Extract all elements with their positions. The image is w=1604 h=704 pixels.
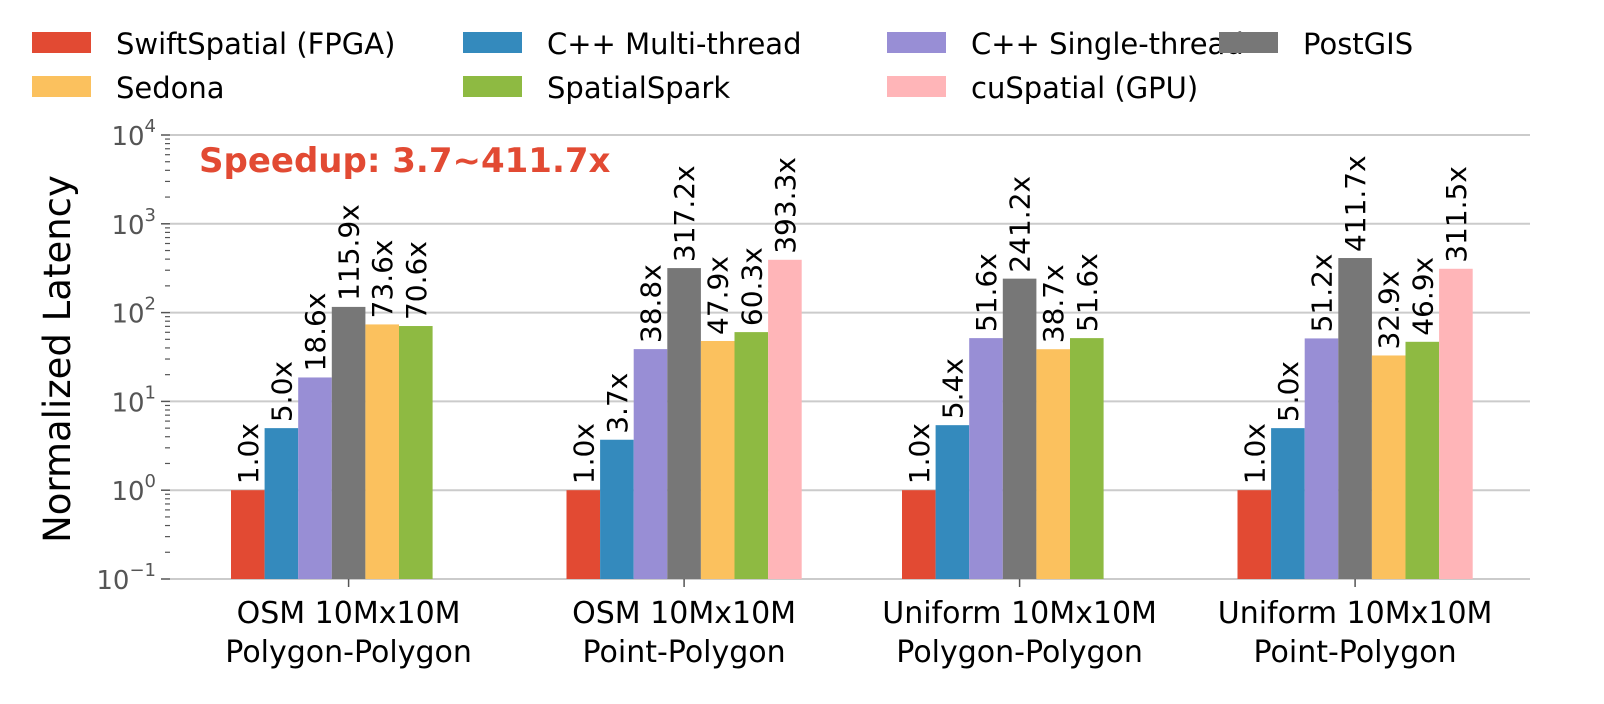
bar xyxy=(264,428,299,579)
x-tick-label: Polygon-Polygon xyxy=(896,635,1143,670)
bar xyxy=(1036,349,1070,579)
bar-value-label: 393.3x xyxy=(769,157,802,254)
bar xyxy=(1371,355,1406,579)
legend-swatch xyxy=(32,76,91,97)
bar xyxy=(1338,258,1372,579)
y-axis: 10−1 100 101 102 103 104 xyxy=(96,116,1530,596)
bar-value-label: 51.6x xyxy=(970,253,1003,332)
bar xyxy=(768,259,802,579)
legend-swatch xyxy=(887,76,946,97)
bar-value-label: 1.0x xyxy=(567,423,600,484)
bar-value-label: 241.2x xyxy=(1004,176,1037,273)
x-axis: OSM 10Mx10M Polygon-Polygon OSM 10Mx10M Poi… xyxy=(225,579,1492,670)
bar xyxy=(566,490,601,579)
y-tick-label: 103 xyxy=(111,205,156,241)
bar xyxy=(667,268,701,579)
x-tick-label: Polygon-Polygon xyxy=(225,635,472,670)
bar-value-label: 47.9x xyxy=(702,256,735,335)
y-tick-label: 100 xyxy=(111,471,156,507)
bar-value-label: 60.3x xyxy=(735,247,768,326)
bar xyxy=(298,377,332,579)
bar xyxy=(734,332,769,579)
bar-value-label: 46.9x xyxy=(1406,257,1439,336)
legend-label: PostGIS xyxy=(1303,27,1413,61)
bar xyxy=(935,425,970,579)
bar-value-label: 1.0x xyxy=(232,423,265,484)
bar xyxy=(969,338,1003,579)
bar-value-label: 70.6x xyxy=(400,241,433,320)
y-tick-label: 10−1 xyxy=(96,560,156,596)
bar-value-label: 38.7x xyxy=(1037,264,1070,343)
legend-swatch xyxy=(463,76,522,97)
y-axis-label: Normalized Latency xyxy=(36,175,79,543)
bar xyxy=(1271,428,1305,579)
bar xyxy=(1002,278,1037,579)
bar-value-label: 51.6x xyxy=(1071,253,1104,332)
y-tick-label: 104 xyxy=(111,116,156,152)
bar xyxy=(1070,338,1104,579)
bar-value-label: 5.0x xyxy=(265,361,298,422)
bar-value-label: 1.0x xyxy=(1238,423,1271,484)
bar xyxy=(331,306,366,579)
bar xyxy=(231,490,265,579)
bar-value-label: 3.7x xyxy=(601,373,634,434)
bar xyxy=(600,439,634,579)
legend-label: cuSpatial (GPU) xyxy=(971,71,1198,105)
bar-value-label: 5.0x xyxy=(1272,361,1305,422)
bar xyxy=(633,349,668,579)
legend-swatch xyxy=(32,32,91,53)
legend-swatch xyxy=(887,32,946,53)
bar xyxy=(399,326,433,579)
x-tick-label: OSM 10Mx10M xyxy=(237,596,461,631)
bar xyxy=(902,490,936,579)
bar-value-label: 311.5x xyxy=(1440,166,1473,263)
speedup-annotation: Speedup: 3.7~411.7x xyxy=(199,141,611,181)
legend-label: SpatialSpark xyxy=(547,71,730,105)
x-tick-label: Point-Polygon xyxy=(1253,635,1456,670)
bar-value-label: 18.6x xyxy=(299,293,332,372)
bar xyxy=(365,324,399,579)
legend-label: SwiftSpatial (FPGA) xyxy=(116,27,395,61)
legend: SwiftSpatial (FPGA) C++ Multi-thread C++ S… xyxy=(32,27,1413,105)
bar xyxy=(1237,490,1272,579)
x-tick-label: Uniform 10Mx10M xyxy=(882,596,1157,631)
bar-value-label: 317.2x xyxy=(668,165,701,262)
bar xyxy=(1304,338,1339,579)
bar-value-label: 5.4x xyxy=(936,358,969,419)
x-tick-label: OSM 10Mx10M xyxy=(572,596,796,631)
legend-label: C++ Single-thread xyxy=(971,27,1244,61)
legend-label: Sedona xyxy=(116,71,225,105)
bar-value-label: 51.2x xyxy=(1306,253,1339,332)
bar xyxy=(700,340,735,579)
bar xyxy=(1405,341,1440,579)
x-tick-label: Point-Polygon xyxy=(582,635,785,670)
legend-swatch xyxy=(1219,32,1278,53)
bar-value-label: 115.9x xyxy=(333,204,366,301)
bar-value-label: 32.9x xyxy=(1373,271,1406,350)
x-tick-label: Uniform 10Mx10M xyxy=(1218,596,1493,631)
bar-value-label: 73.6x xyxy=(366,239,399,318)
legend-swatch xyxy=(463,32,522,53)
bar-value-label: 38.8x xyxy=(635,264,668,343)
legend-label: C++ Multi-thread xyxy=(547,27,801,61)
bar-value-label: 411.7x xyxy=(1339,155,1372,252)
bar xyxy=(1439,268,1473,579)
y-tick-label: 101 xyxy=(111,382,156,418)
bar-value-label: 1.0x xyxy=(903,423,936,484)
bars xyxy=(231,258,1473,579)
y-tick-label: 102 xyxy=(111,294,156,330)
